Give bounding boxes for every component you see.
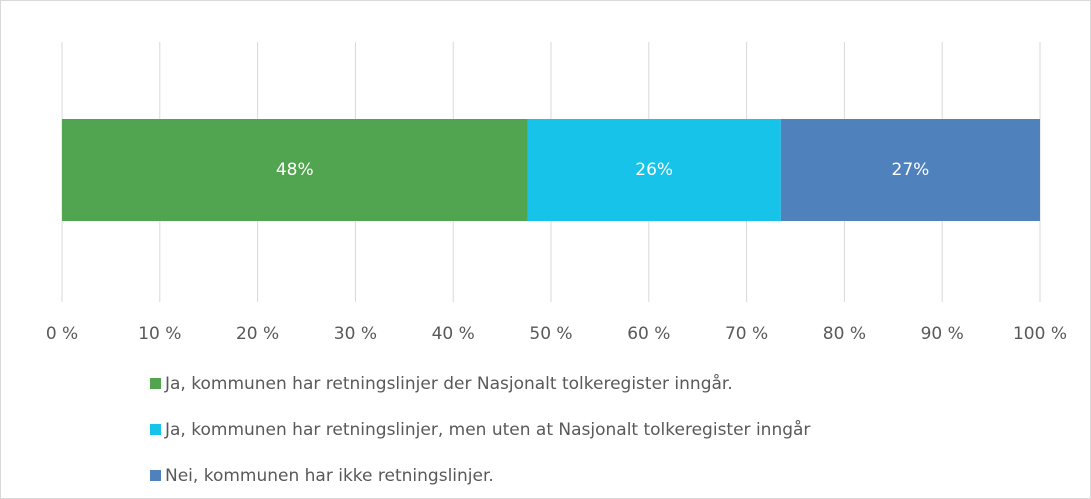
x-tick-label: 100 % xyxy=(1013,324,1067,344)
x-tick-label: 50 % xyxy=(529,324,572,344)
bar-segment xyxy=(62,119,528,221)
legend-swatch xyxy=(150,424,161,435)
x-tick-label: 60 % xyxy=(627,324,670,344)
legend-swatch xyxy=(150,470,161,481)
x-tick-label: 10 % xyxy=(138,324,181,344)
bar-segment xyxy=(527,119,781,221)
x-tick-label: 30 % xyxy=(334,324,377,344)
x-tick-label: 80 % xyxy=(823,324,866,344)
data-label: 26% xyxy=(635,160,673,180)
x-tick-label: 90 % xyxy=(921,324,964,344)
legend-label: Ja, kommunen har retningslinjer, men ute… xyxy=(164,419,810,440)
x-tick-label: 0 % xyxy=(46,324,78,344)
x-tick-label: 40 % xyxy=(432,324,475,344)
legend-label: Nei, kommunen har ikke retningslinjer. xyxy=(165,466,494,486)
legend-label: Ja, kommunen har retningslinjer der Nasj… xyxy=(164,373,733,394)
x-tick-label: 70 % xyxy=(725,324,768,344)
data-label: 48% xyxy=(276,160,314,180)
legend-swatch xyxy=(150,378,161,389)
data-label: 27% xyxy=(892,160,930,180)
x-tick-label: 20 % xyxy=(236,324,279,344)
bar-segment xyxy=(780,119,1040,221)
